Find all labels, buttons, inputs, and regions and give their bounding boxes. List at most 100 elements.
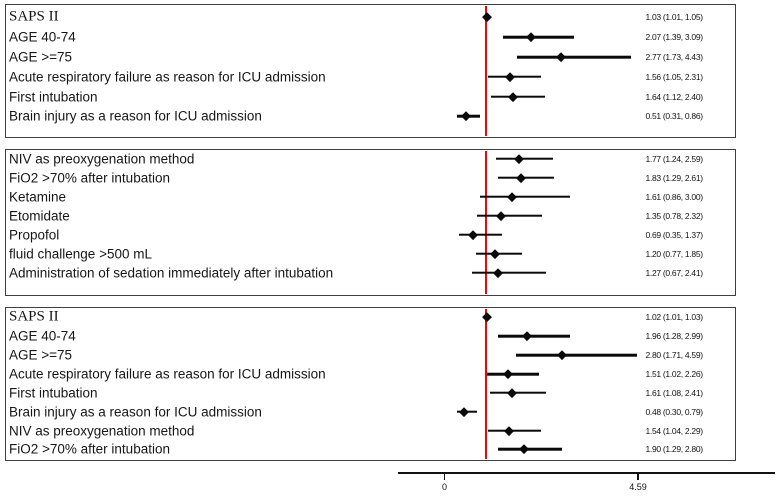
- ci-line: [497, 335, 571, 338]
- point-estimate-marker: [526, 32, 537, 43]
- forest-panel-1: SAPS II 1.03 (1.01, 1.05) AGE 40-74 2.07 (1…: [5, 4, 736, 138]
- estimate-ci-text: 1.64 (1.12, 2.40): [645, 91, 704, 102]
- row-label: Administration of sedation immediately a…: [9, 265, 334, 280]
- forest-row: Brain injury as a reason for ICU admissi…: [6, 402, 735, 421]
- forest-row: Ketamine 1.61 (0.86, 3.00): [6, 187, 735, 206]
- row-label: fluid challenge >500 mL: [9, 246, 152, 261]
- point-estimate-marker: [507, 388, 517, 398]
- x-axis-tick: [637, 473, 639, 481]
- forest-row: Acute respiratory failure as reason for …: [6, 365, 735, 384]
- row-label: AGE >=75: [9, 347, 73, 363]
- point-estimate-marker: [502, 369, 513, 379]
- point-estimate-marker: [513, 153, 524, 164]
- ci-line: [458, 233, 502, 236]
- x-axis-line: [398, 472, 775, 474]
- estimate-ci-text: 1.27 (0.67, 2.41): [645, 267, 704, 278]
- point-estimate-marker: [504, 425, 514, 436]
- forest-row: AGE >=75 2.80 (1.71, 4.59): [6, 346, 735, 365]
- estimate-ci-text: 1.83 (1.29, 2.61): [645, 172, 704, 183]
- row-label: AGE 40-74: [9, 29, 76, 45]
- forest-row: AGE >=75 2.77 (1.73, 4.43): [6, 47, 735, 67]
- row-label: SAPS II: [9, 8, 59, 25]
- row-label: Brain injury as a reason for ICU admissi…: [9, 404, 262, 420]
- row-label: Etomidate: [9, 208, 70, 223]
- row-label: Acute respiratory failure as reason for …: [9, 366, 326, 382]
- forest-row: Acute respiratory failure as reason for …: [6, 67, 735, 87]
- x-axis-tick-label: 0: [441, 481, 448, 492]
- ci-line: [487, 429, 541, 432]
- ci-line: [489, 391, 546, 395]
- forest-row: Etomidate 1.35 (0.78, 2.32): [6, 206, 735, 225]
- row-label: First intubation: [9, 385, 98, 401]
- estimate-ci-text: 2.77 (1.73, 4.43): [645, 52, 704, 63]
- row-label: AGE 40-74: [9, 328, 76, 344]
- ci-line: [496, 157, 554, 160]
- ci-line: [476, 214, 542, 217]
- point-estimate-marker: [482, 312, 492, 323]
- point-estimate-marker: [459, 406, 470, 417]
- row-label: Brain injury as a reason for ICU admissi…: [9, 108, 262, 124]
- point-estimate-marker: [504, 72, 515, 82]
- point-estimate-marker: [557, 350, 567, 360]
- forest-row: Administration of sedation immediately a…: [6, 263, 735, 282]
- forest-panel-3: SAPS II 1.02 (1.01, 1.03) AGE 40-74 1.96 (1…: [5, 307, 736, 461]
- row-label: Ketamine: [9, 189, 67, 204]
- point-estimate-marker: [555, 52, 566, 62]
- point-estimate-marker: [460, 111, 471, 122]
- reference-line: [484, 151, 488, 294]
- point-estimate-marker: [507, 191, 517, 202]
- row-label: AGE >=75: [9, 49, 73, 65]
- estimate-ci-text: 1.77 (1.24, 2.59): [645, 153, 704, 164]
- row-label: FiO2 >70% after intubation: [9, 441, 170, 457]
- ci-line: [498, 176, 555, 179]
- point-estimate-marker: [519, 444, 529, 455]
- point-estimate-marker: [521, 331, 532, 342]
- estimate-ci-text: 1.96 (1.28, 2.99): [645, 331, 704, 342]
- estimate-ci-text: 2.80 (1.71, 4.59): [645, 350, 704, 361]
- estimate-ci-text: 1.61 (1.08, 2.41): [645, 387, 704, 398]
- ci-line: [480, 195, 571, 198]
- row-label: NIV as preoxygenation method: [9, 151, 195, 166]
- estimate-ci-text: 0.48 (0.30, 0.79): [645, 406, 704, 417]
- estimate-ci-text: 1.20 (0.77, 1.85): [645, 248, 704, 259]
- estimate-ci-text: 1.56 (1.05, 2.31): [645, 71, 704, 82]
- forest-row: First intubation 1.64 (1.12, 2.40): [6, 87, 735, 107]
- forest-row: NIV as preoxygenation method 1.54 (1.04, …: [6, 421, 735, 440]
- estimate-ci-text: 1.90 (1.29, 2.80): [645, 444, 704, 455]
- x-axis-tick-label: 4.59: [629, 481, 647, 492]
- point-estimate-marker: [489, 248, 500, 259]
- estimate-ci-text: 1.61 (0.86, 3.00): [645, 191, 704, 202]
- forest-row: First intubation 1.61 (1.08, 2.41): [6, 383, 735, 402]
- forest-row: AGE 40-74 1.96 (1.28, 2.99): [6, 327, 735, 346]
- estimate-ci-text: 1.03 (1.01, 1.05): [645, 12, 704, 23]
- estimate-ci-text: 0.69 (0.35, 1.37): [645, 229, 704, 240]
- reference-line: [484, 309, 488, 459]
- ci-line: [487, 372, 540, 376]
- row-label: Acute respiratory failure as reason for …: [9, 69, 326, 85]
- row-label: SAPS II: [9, 308, 59, 325]
- row-label: FiO2 >70% after intubation: [9, 170, 170, 185]
- forest-row: NIV as preoxygenation method 1.77 (1.24, …: [6, 149, 735, 168]
- estimate-ci-text: 1.35 (0.78, 2.32): [645, 210, 704, 221]
- reference-line: [484, 6, 488, 136]
- ci-line: [498, 448, 563, 451]
- forest-row: AGE 40-74 2.07 (1.39, 3.09): [6, 27, 735, 47]
- ci-line: [516, 55, 631, 59]
- forest-row: FiO2 >70% after intubation 1.83 (1.29, 2.…: [6, 168, 735, 187]
- ci-line: [491, 95, 546, 98]
- estimate-ci-text: 1.51 (1.02, 2.26): [645, 369, 704, 380]
- x-axis-tick: [443, 473, 446, 481]
- forest-row: Propofol 0.69 (0.35, 1.37): [6, 225, 735, 244]
- point-estimate-marker: [516, 172, 526, 183]
- forest-row: fluid challenge >500 mL 1.20 (0.77, 1.85): [6, 244, 735, 263]
- ci-line: [502, 35, 575, 39]
- point-estimate-marker: [496, 210, 506, 221]
- estimate-ci-text: 0.51 (0.31, 0.86): [645, 111, 704, 122]
- forest-row: FiO2 >70% after intubation 1.90 (1.29, 2.…: [6, 440, 735, 459]
- row-label: Propofol: [9, 227, 60, 242]
- row-label: First intubation: [9, 89, 98, 105]
- ci-line: [516, 353, 638, 357]
- forest-row: SAPS II 1.03 (1.01, 1.05): [6, 8, 735, 28]
- row-label: NIV as preoxygenation method: [9, 423, 195, 439]
